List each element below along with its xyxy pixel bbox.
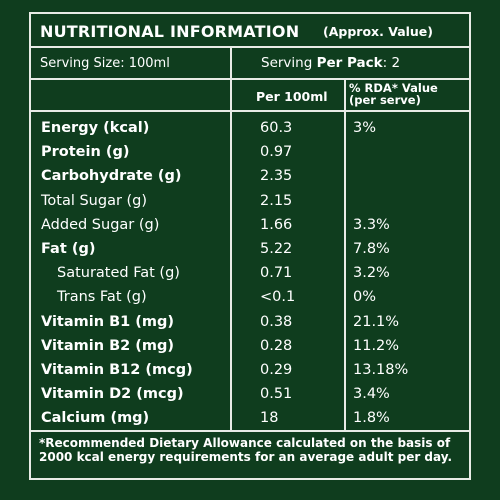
nutrient-name: Total Sugar (g)	[41, 192, 148, 209]
rda-value: 21.1%	[353, 313, 400, 330]
nutrient-name: Vitamin B12 (mcg)	[41, 361, 193, 378]
per100-value: 0.97	[260, 144, 293, 161]
rda-header-line2: (per serve)	[349, 93, 421, 107]
rda-header-line1: % RDA* Value	[349, 81, 438, 95]
nutrient-rows: Energy (kcal) 60.3 3% Protein (g) 0.97 Carboh…	[31, 117, 469, 431]
nutrient-name: Calcium (mg)	[41, 410, 150, 427]
column-header-per100: Per 100ml	[256, 89, 328, 104]
per100-value: 0.38	[260, 313, 293, 330]
per100-value: 0.71	[260, 265, 293, 282]
panel-title: NUTRITIONAL INFORMATION	[40, 22, 300, 41]
per100-value: 60.3	[260, 120, 293, 136]
nutrient-row: Vitamin B12 (mcg) 0.29 13.18%	[31, 359, 469, 383]
nutrient-row: Added Sugar (g) 1.66 3.3%	[31, 214, 469, 238]
nutrient-name: Vitamin B1 (mg)	[41, 313, 175, 330]
nutrient-row: Fat (g) 5.22 7.8%	[31, 238, 469, 262]
per100-value: 0.29	[260, 361, 293, 378]
column-divider-1	[230, 48, 232, 432]
per100-value: 2.35	[260, 168, 293, 185]
nutrient-row: Saturated Fat (g) 0.71 3.2%	[31, 262, 469, 286]
per100-value: 2.15	[260, 192, 293, 209]
serving-size: Serving Size: 100ml	[40, 56, 170, 71]
nutrient-name: Trans Fat (g)	[57, 289, 147, 306]
serving-per-pack-value: : 2	[382, 55, 401, 71]
nutrient-row: Calcium (mg) 18 1.8%	[31, 407, 469, 431]
nutrient-row: Vitamin B2 (mg) 0.28 11.2%	[31, 335, 469, 359]
per100-value: 0.28	[260, 337, 293, 354]
rda-value: 3.4%	[353, 386, 390, 403]
per100-value: 1.66	[260, 216, 293, 233]
nutrient-row: Trans Fat (g) <0.1 0%	[31, 286, 469, 310]
rda-value: 3.2%	[353, 265, 390, 282]
per100-value: <0.1	[260, 289, 296, 306]
nutrient-name: Saturated Fat (g)	[57, 265, 180, 282]
rda-value: 13.18%	[353, 361, 409, 378]
nutrient-name: Added Sugar (g)	[41, 216, 160, 233]
serving-per-pack: Serving Per Pack: 2	[261, 55, 400, 71]
nutrient-name: Protein (g)	[41, 144, 130, 161]
serving-row: Serving Size: 100ml Serving Per Pack: 2	[31, 48, 469, 80]
title-note: (Approx. Value)	[323, 24, 433, 39]
nutrition-panel: NUTRITIONAL INFORMATION (Approx. Value) …	[29, 12, 471, 480]
per100-value: 18	[260, 410, 279, 427]
nutrient-row: Vitamin D2 (mcg) 0.51 3.4%	[31, 383, 469, 407]
per100-value: 0.51	[260, 386, 293, 403]
nutrient-name: Carbohydrate (g)	[41, 168, 182, 185]
rda-value: 3.3%	[353, 216, 390, 233]
nutrient-row: Total Sugar (g) 2.15	[31, 190, 469, 214]
column-header-rda: % RDA* Value (per serve)	[349, 82, 438, 106]
rda-value: 1.8%	[353, 410, 390, 427]
column-header-row: Per 100ml % RDA* Value (per serve)	[31, 80, 469, 112]
footer-note: *Recommended Dietary Allowance calculate…	[39, 436, 453, 464]
nutrient-row: Protein (g) 0.97	[31, 141, 469, 165]
nutrient-row: Carbohydrate (g) 2.35	[31, 165, 469, 189]
rda-value: 11.2%	[353, 337, 400, 354]
nutrient-name: Vitamin D2 (mcg)	[41, 386, 184, 403]
serving-per-pack-bold: Per Pack	[316, 55, 383, 71]
footer: *Recommended Dietary Allowance calculate…	[31, 430, 469, 480]
per100-value: 5.22	[260, 240, 293, 257]
column-divider-2	[344, 80, 346, 432]
nutrient-name: Fat (g)	[41, 240, 96, 257]
title-row: NUTRITIONAL INFORMATION (Approx. Value)	[31, 14, 469, 48]
rda-value: 7.8%	[353, 240, 390, 257]
nutrient-name: Vitamin B2 (mg)	[41, 337, 175, 354]
serving-per-pack-prefix: Serving	[261, 55, 317, 71]
nutrient-name: Energy (kcal)	[41, 120, 150, 136]
nutrient-row: Energy (kcal) 60.3 3%	[31, 117, 469, 141]
rda-value: 0%	[353, 289, 377, 306]
rda-value: 3%	[353, 120, 377, 136]
nutrient-row: Vitamin B1 (mg) 0.38 21.1%	[31, 311, 469, 335]
